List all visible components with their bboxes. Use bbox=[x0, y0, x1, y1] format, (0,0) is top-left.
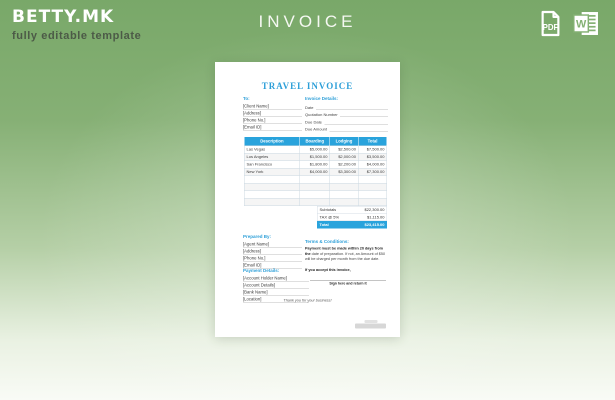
page-title: INVOICE bbox=[258, 12, 357, 31]
agent-email-field: [Email ID] bbox=[243, 262, 302, 269]
table-empty-row bbox=[243, 197, 388, 206]
row-lodging: $2,200.00 bbox=[329, 160, 359, 169]
grand-total-row: Total $23,415.00 bbox=[317, 221, 387, 229]
totals-section: Subtotals $22,300.00 TAX @ 5% $1,115.00 … bbox=[317, 206, 387, 229]
table-row: San Francisco $1,800.00 $2,200.00 $4,000… bbox=[243, 160, 388, 169]
svg-text:W: W bbox=[576, 19, 587, 31]
terms-heading: Terms & Conditions: bbox=[305, 239, 349, 244]
detail-row-date: Date bbox=[305, 103, 388, 110]
row-lodging: $3,300.00 bbox=[329, 167, 359, 176]
svg-text:PDF: PDF bbox=[543, 23, 559, 32]
due-date-blank-line bbox=[324, 118, 388, 125]
lodging-column-header: Lodging bbox=[329, 137, 359, 146]
pdf-download-button[interactable]: PDF bbox=[536, 9, 565, 38]
table-row: New York $4,000.00 $3,300.00 $7,300.00 bbox=[243, 167, 388, 176]
tax-value: $1,115.00 bbox=[367, 214, 385, 220]
client-name-field: [Client Name] bbox=[243, 103, 302, 110]
thank-you-note: Thank you for your business! bbox=[283, 298, 332, 303]
terms-body: date of preparation. If not, an Amount o… bbox=[305, 251, 386, 261]
date-label: Date bbox=[305, 105, 314, 110]
brand-tagline: fully editable template bbox=[12, 30, 142, 42]
signature-area: Sign here and return it bbox=[310, 280, 386, 286]
row-total: $7,500.00 bbox=[357, 145, 388, 154]
invoice-page: TRAVEL INVOICE To: [Client Name] [Addres… bbox=[215, 62, 400, 337]
invoice-document-title: TRAVEL INVOICE bbox=[261, 81, 354, 91]
accept-note: If you accept this invoice, bbox=[305, 267, 351, 272]
row-boarding: $1,800.00 bbox=[299, 160, 330, 169]
due-amount-label: Due Amount bbox=[305, 127, 328, 132]
watermark-mark bbox=[364, 320, 378, 323]
quotation-number-label: Quotation Number bbox=[305, 112, 338, 118]
client-address-field: [Address] bbox=[243, 110, 302, 117]
watermark-text bbox=[355, 323, 386, 329]
row-total: $4,000.00 bbox=[357, 160, 388, 169]
terms-bold-line: Payment must be made within 20 days from… bbox=[305, 246, 383, 256]
word-download-button[interactable]: W bbox=[572, 9, 601, 38]
download-buttons: PDF W bbox=[536, 9, 601, 38]
detail-row-due-amount: Due Amount bbox=[305, 125, 388, 132]
charges-table: Description Boarding Lodging Total Las V… bbox=[243, 137, 388, 206]
word-file-icon: W bbox=[572, 12, 601, 42]
subtotal-row: Subtotals $22,300.00 bbox=[317, 206, 387, 214]
client-email-field: [Email ID] bbox=[243, 124, 302, 131]
row-boarding: $4,000.00 bbox=[299, 167, 330, 176]
invoice-details-heading: Invoice Details: bbox=[305, 96, 339, 101]
boarding-column-header: Boarding bbox=[299, 137, 330, 146]
table-row: Los Angeles $1,500.00 $2,000.00 $3,500.0… bbox=[243, 152, 388, 161]
row-description: Los Angeles bbox=[243, 152, 301, 161]
quotation-blank-line bbox=[340, 110, 388, 117]
due-amount-blank-line bbox=[329, 125, 388, 132]
tax-row: TAX @ 5% $1,115.00 bbox=[317, 213, 387, 221]
invoice-details-section: Invoice Details: Date Quotation Number D… bbox=[305, 96, 388, 132]
due-date-label: Due Date bbox=[305, 119, 322, 125]
bill-to-heading: To: bbox=[243, 96, 250, 101]
agent-address-field: [Address] bbox=[243, 248, 302, 255]
terms-section: Terms & Conditions: Payment must be made… bbox=[305, 239, 388, 272]
row-total: $3,500.00 bbox=[357, 152, 388, 161]
row-lodging: $2,000.00 bbox=[329, 152, 359, 161]
account-details-field: [Account Details] bbox=[243, 282, 309, 289]
prepared-by-heading: Prepared By: bbox=[243, 234, 272, 239]
client-phone-field: [Phone No.] bbox=[243, 117, 302, 124]
detail-row-quotation: Quotation Number bbox=[305, 110, 388, 117]
agent-phone-field: [Phone No.] bbox=[243, 255, 302, 262]
grand-total-label: Total bbox=[319, 222, 329, 227]
bank-name-field: [Bank Name] bbox=[243, 289, 309, 296]
account-holder-field: [Account Holder Name] bbox=[243, 275, 309, 282]
terms-text: Payment must be made within 20 days from… bbox=[305, 246, 388, 262]
detail-row-due-date: Due Date bbox=[305, 118, 388, 125]
pdf-file-icon: PDF bbox=[536, 10, 565, 42]
table-empty-row bbox=[243, 175, 388, 184]
date-blank-line bbox=[315, 103, 388, 110]
prepared-by-section: Prepared By: [Agent Name] [Address] [Pho… bbox=[243, 234, 302, 269]
row-boarding: $5,000.00 bbox=[299, 145, 330, 154]
description-column-header: Description bbox=[244, 137, 301, 146]
subtotal-value: $22,300.00 bbox=[364, 207, 385, 213]
table-empty-row bbox=[243, 182, 388, 191]
grand-total-value: $23,415.00 bbox=[364, 222, 385, 227]
invoice-document-preview: TRAVEL INVOICE To: [Client Name] [Addres… bbox=[215, 62, 400, 337]
brand-logo: BETTY.MK bbox=[12, 7, 115, 27]
row-description: San Francisco bbox=[243, 160, 301, 169]
row-total: $7,300.00 bbox=[357, 167, 388, 176]
total-column-header: Total bbox=[358, 137, 388, 146]
table-empty-row bbox=[243, 190, 388, 199]
payment-details-heading: Payment Details: bbox=[243, 268, 280, 273]
row-lodging: $2,500.00 bbox=[329, 145, 359, 154]
table-row: Las Vegas $5,000.00 $2,500.00 $7,500.00 bbox=[243, 145, 388, 154]
tax-label: TAX @ 5% bbox=[319, 214, 340, 220]
location-field: [Location] bbox=[243, 296, 309, 303]
watermark bbox=[355, 320, 387, 330]
payment-details-section: Payment Details: [Account Holder Name] [… bbox=[243, 268, 309, 303]
agent-name-field: [Agent Name] bbox=[243, 241, 302, 248]
bill-to-section: To: [Client Name] [Address] [Phone No.] … bbox=[243, 96, 302, 131]
row-description: New York bbox=[243, 167, 301, 176]
signature-note: Sign here and return it bbox=[329, 282, 367, 286]
table-header-row: Description Boarding Lodging Total bbox=[244, 137, 388, 146]
row-description: Las Vegas bbox=[243, 145, 301, 154]
subtotal-label: Subtotals bbox=[319, 207, 337, 213]
row-boarding: $1,500.00 bbox=[299, 152, 330, 161]
